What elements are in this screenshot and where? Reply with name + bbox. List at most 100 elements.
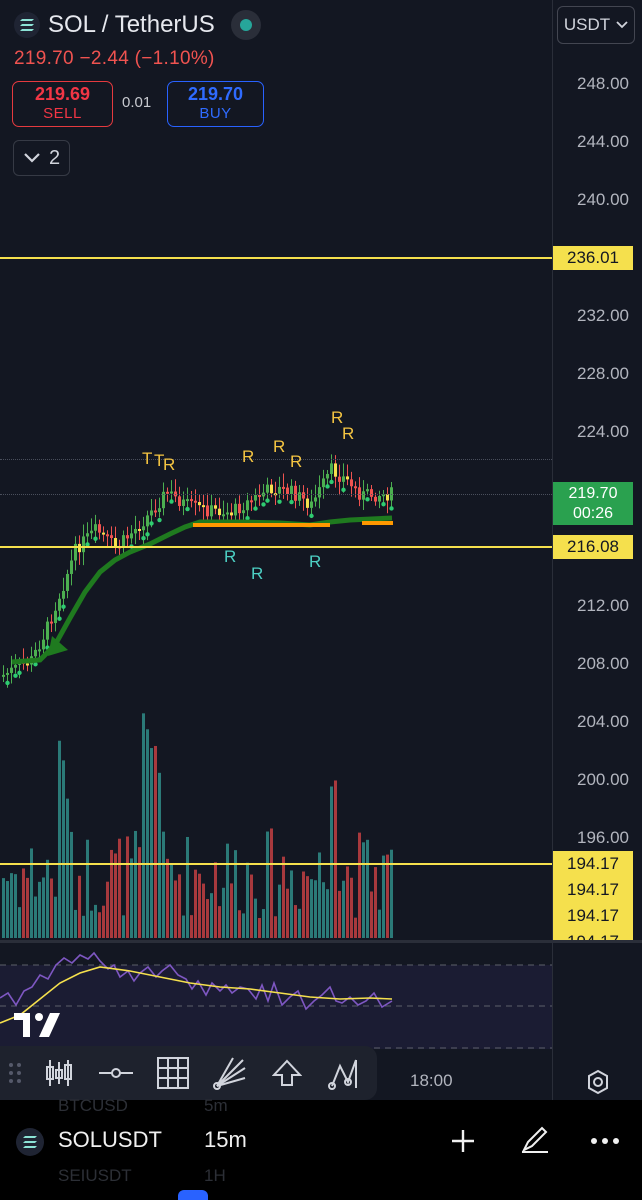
pattern-icon[interactable] (315, 1046, 372, 1100)
volume-bar (126, 836, 129, 938)
candle-body (82, 536, 85, 553)
candle-body (162, 491, 165, 509)
signal-dot (289, 499, 294, 505)
candle-body (170, 491, 173, 494)
volume-bar (118, 838, 121, 938)
volume-bar (38, 881, 41, 938)
candle-body (142, 526, 145, 531)
volume-bar (130, 858, 133, 938)
volume-bar (142, 713, 145, 938)
level-label-236[interactable]: 236.01 (553, 246, 633, 270)
signal-dot (157, 517, 162, 523)
volume-bar (10, 873, 13, 938)
candle-body (130, 533, 133, 539)
time-axis-separator (552, 1055, 553, 1100)
volume-bar (214, 862, 217, 938)
level-label-216[interactable]: 216.08 (553, 535, 633, 559)
signal-dot (277, 499, 282, 504)
price-chart[interactable] (0, 0, 552, 942)
bottom-symbol[interactable]: SOLUSDT (58, 1127, 162, 1152)
candle-body (190, 499, 193, 502)
volume-bar (194, 869, 197, 938)
level-line-194[interactable] (0, 863, 552, 865)
volume-bar (310, 879, 313, 938)
level-label-194[interactable]: 194.17 (567, 880, 619, 899)
buy-button[interactable]: 219.70 BUY (167, 81, 264, 127)
chart-settings-icon[interactable] (584, 1068, 612, 1096)
signal-dot (141, 536, 146, 541)
plus-icon[interactable] (446, 1124, 480, 1158)
volume-bar (238, 910, 241, 938)
currency-selector[interactable]: USDT (557, 6, 635, 44)
candle-body (214, 505, 217, 509)
candle-body (222, 514, 225, 517)
sell-button[interactable]: 219.69 SELL (12, 81, 113, 127)
candle-body (74, 543, 77, 561)
pencil-icon[interactable] (518, 1122, 552, 1156)
symbol-title[interactable]: SOL / TetherUS (48, 11, 215, 38)
more-icon[interactable] (588, 1124, 622, 1158)
candle-body (50, 621, 53, 624)
volume-bar (382, 855, 385, 938)
symbol-header[interactable]: SOL / TetherUS (14, 10, 261, 40)
candle-body (218, 508, 221, 516)
level-label-194[interactable]: 194.17 (553, 929, 633, 940)
candles-icon[interactable] (30, 1046, 87, 1100)
signal-dot (329, 479, 334, 485)
signal-dot (5, 680, 10, 686)
volume-bar (306, 876, 309, 938)
ghost-interval-above: 5m (204, 1096, 228, 1115)
volume-bar (330, 786, 333, 938)
candle-body (350, 479, 353, 487)
signal-dot (169, 499, 174, 504)
candle-body (210, 505, 213, 517)
line-tool-icon[interactable] (87, 1046, 144, 1100)
volume-bar (358, 832, 361, 938)
volume-bar (190, 915, 193, 938)
level-label-194[interactable]: 194.17 (567, 854, 619, 873)
candle-body (38, 649, 41, 652)
volume-bar (370, 891, 373, 938)
volume-bar (206, 899, 209, 938)
candle-body (70, 560, 73, 574)
volume-bar (74, 909, 77, 938)
drawing-toolbar[interactable] (0, 1046, 377, 1100)
signal-dot (85, 542, 90, 547)
level-line-216[interactable] (0, 546, 552, 548)
grid-icon[interactable] (144, 1046, 201, 1100)
volume-bar (150, 748, 153, 938)
signal-dot (13, 673, 18, 678)
market-open-status-icon[interactable] (230, 10, 261, 40)
fib-fan-icon[interactable] (201, 1046, 258, 1100)
volume-bar (98, 912, 101, 938)
signal-dot (265, 498, 270, 503)
level-line-236[interactable] (0, 257, 552, 259)
bottom-symbol-bar[interactable]: BTCUSD 5m SEIUSDT 1H (0, 1096, 642, 1200)
grip-icon[interactable] (0, 1046, 30, 1100)
signal-dot (365, 497, 370, 502)
candle-body (354, 486, 357, 489)
candle-body (346, 476, 349, 480)
price-axis-label: 244.00 (577, 132, 629, 151)
level-label-194[interactable]: 194.17 (567, 906, 619, 925)
candle-body (122, 535, 125, 547)
signal-dot (185, 506, 190, 512)
signal-dot (341, 487, 346, 493)
current-price: 219.70 (568, 484, 618, 502)
arrow-up-icon[interactable] (258, 1046, 315, 1100)
candle-body (198, 502, 201, 506)
volume-bar (90, 910, 93, 938)
bottom-interval[interactable]: 15m (204, 1127, 247, 1152)
volume-bar (178, 874, 181, 938)
pane-separator[interactable] (0, 940, 642, 943)
indicators-collapse-button[interactable]: 2 (13, 140, 70, 176)
candle-body (382, 494, 385, 497)
volume-bar (282, 856, 285, 938)
tradingview-logo-icon (14, 1012, 64, 1044)
candle-body (230, 512, 233, 516)
rsi-chart[interactable] (0, 943, 552, 1055)
ghost-symbol-above: BTCUSD (58, 1096, 128, 1115)
price-axis-label: 232.00 (577, 306, 629, 325)
volume-bar (162, 831, 165, 938)
